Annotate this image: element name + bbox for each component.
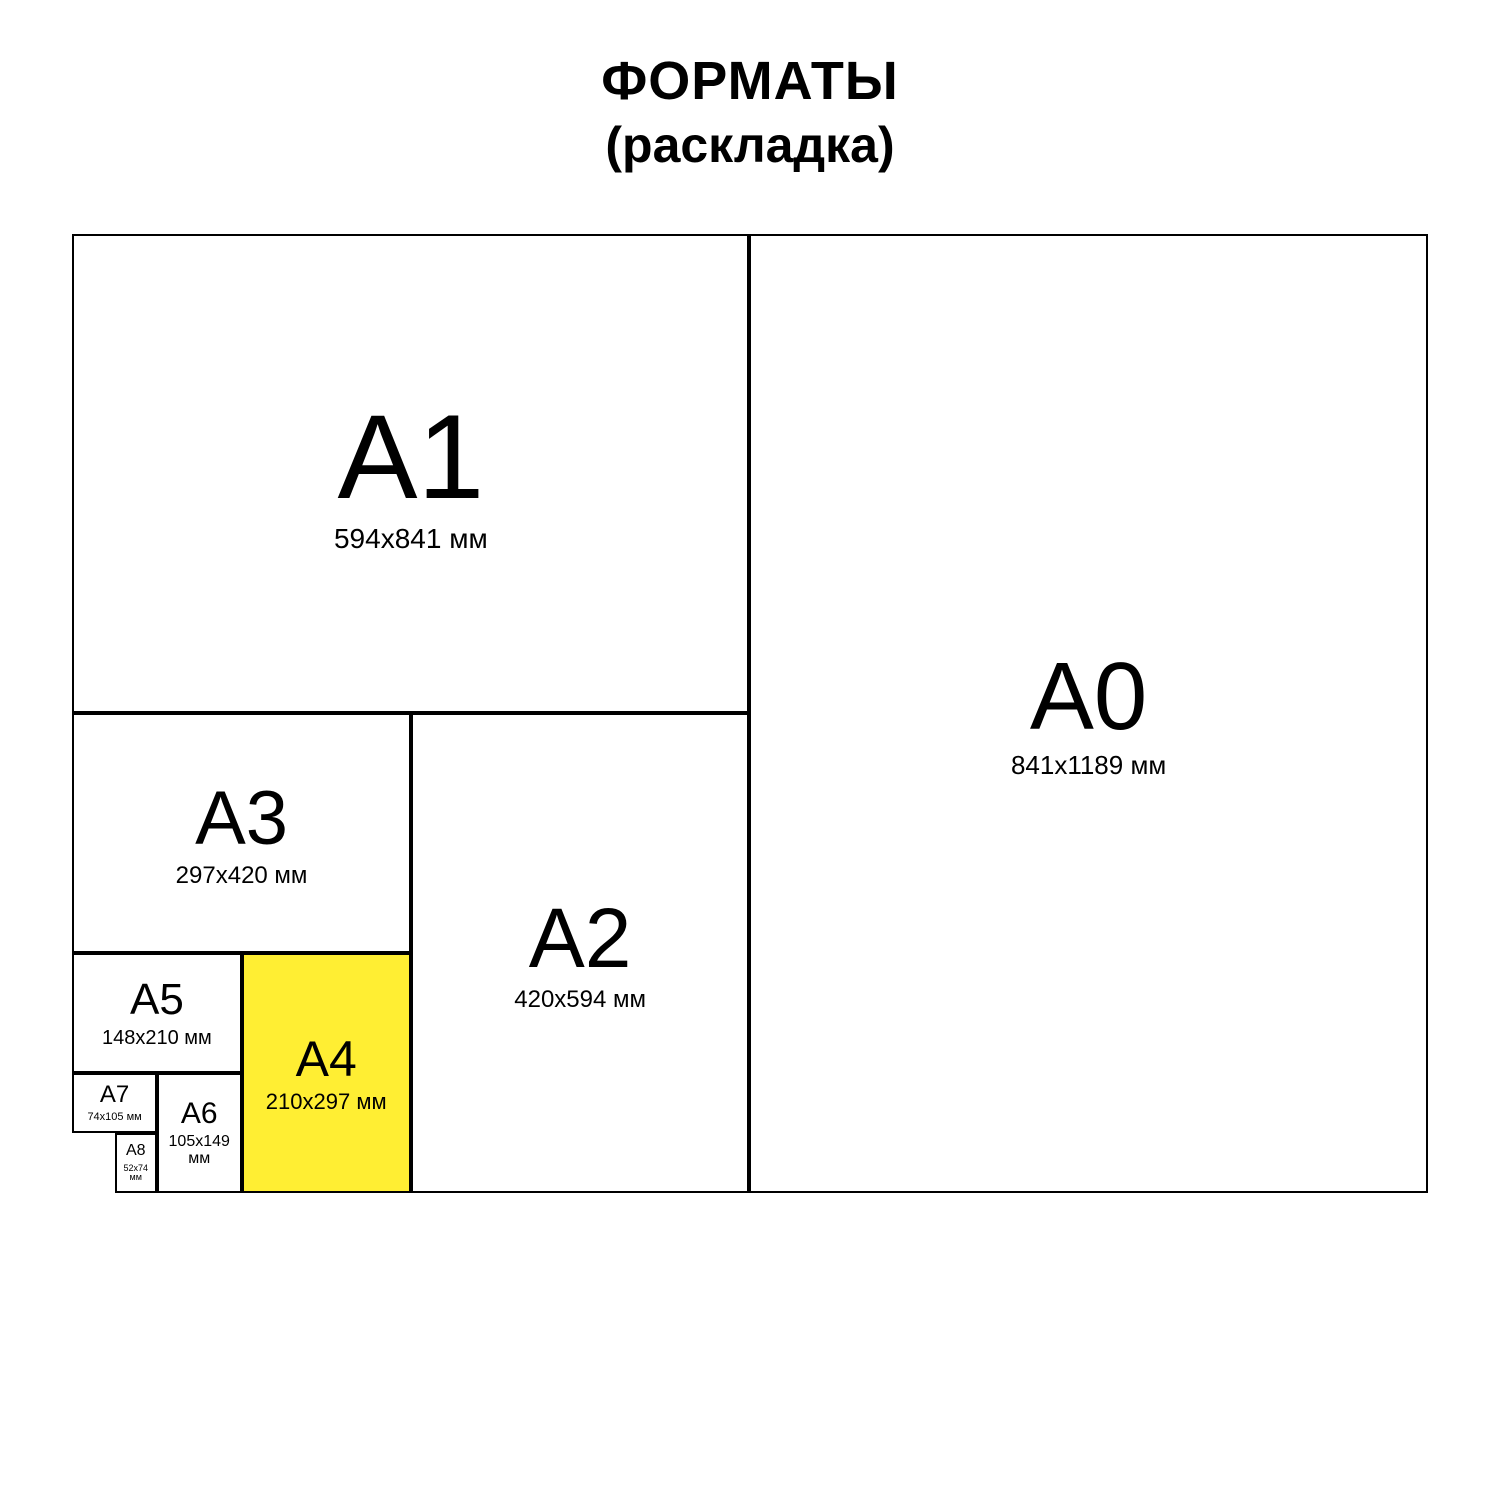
format-name: A2	[529, 894, 632, 982]
title-block: ФОРМАТЫ (раскладка)	[0, 0, 1500, 174]
title-line-1: ФОРМАТЫ	[0, 50, 1500, 112]
formats-diagram: A0 841х1189 мм A1 594х841 мм A2 420х594 мм A3 2…	[72, 234, 1427, 1193]
format-dims: 594х841 мм	[334, 524, 488, 553]
format-a6: A6 105х149 мм	[157, 1073, 242, 1193]
format-name: A6	[181, 1098, 218, 1130]
format-dims: 297х420 мм	[176, 863, 308, 888]
format-name: A3	[195, 779, 288, 859]
format-dims: 52х74 мм	[117, 1164, 155, 1183]
format-dims: 210х297 мм	[266, 1090, 387, 1113]
format-dims: 841х1189 мм	[1011, 752, 1166, 779]
format-name: A8	[126, 1143, 146, 1160]
format-a0: A0 841х1189 мм	[749, 234, 1427, 1193]
format-name: A4	[296, 1033, 357, 1086]
format-dims: 148х210 мм	[102, 1028, 212, 1049]
format-a4: A4 210х297 мм	[242, 953, 411, 1193]
format-name: A0	[1030, 647, 1147, 748]
format-name: A5	[130, 977, 184, 1023]
format-a1: A1 594х841 мм	[72, 234, 749, 713]
title-line-2: (раскладка)	[0, 116, 1500, 174]
format-a2: A2 420х594 мм	[411, 713, 750, 1192]
format-name: A7	[100, 1082, 129, 1107]
format-a5: A5 148х210 мм	[72, 953, 241, 1073]
format-dims: 105х149 мм	[159, 1134, 240, 1168]
format-a8: A8 52х74 мм	[115, 1133, 157, 1193]
format-name: A1	[337, 394, 484, 520]
format-a7: A7 74х105 мм	[72, 1073, 157, 1133]
format-a3: A3 297х420 мм	[72, 713, 411, 953]
format-dims: 74х105 мм	[87, 1112, 141, 1124]
format-dims: 420х594 мм	[514, 987, 646, 1012]
